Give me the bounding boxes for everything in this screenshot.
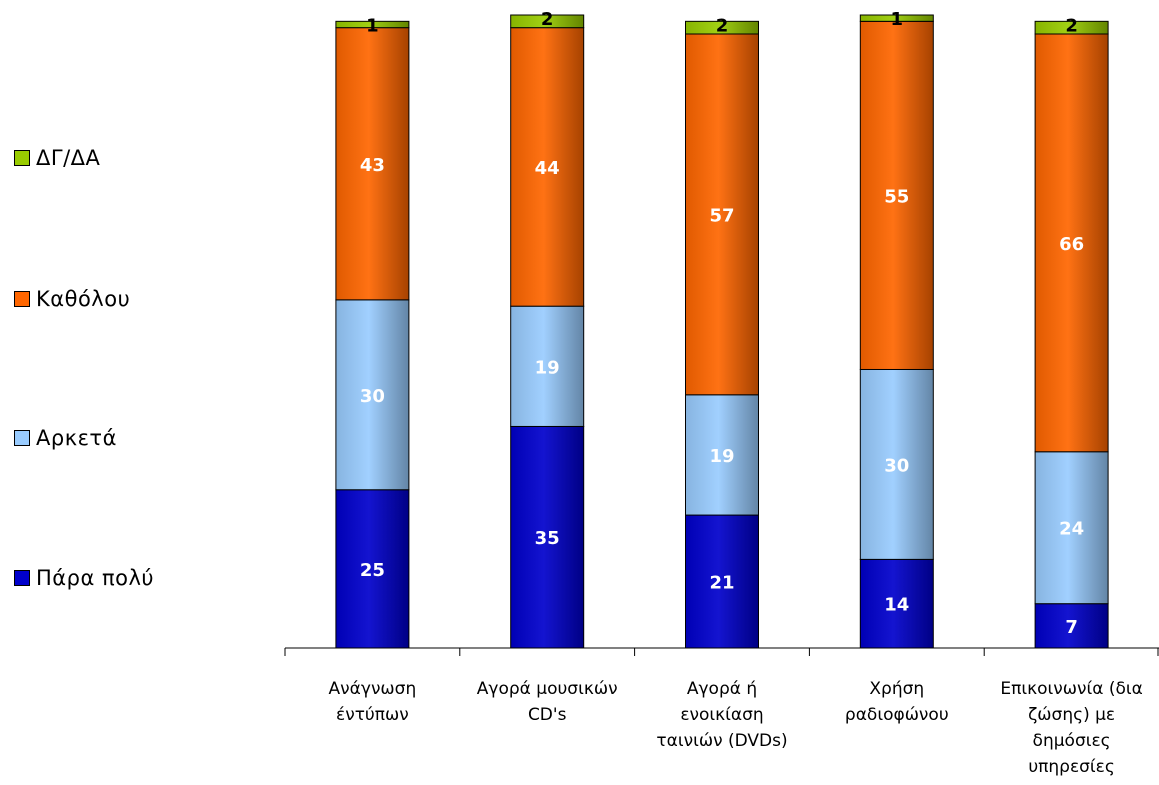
bar-segment	[685, 20, 759, 35]
data-label: 19	[709, 446, 734, 467]
legend-label: Καθόλου	[36, 287, 131, 311]
data-label: 2	[716, 15, 729, 36]
data-label: 24	[1059, 519, 1084, 540]
x-tick-label-line: CD's	[527, 705, 567, 725]
data-label: 2	[1065, 15, 1078, 36]
legend-label: Πάρα πολύ	[36, 566, 155, 590]
x-tick-label-line: Ανάγνωση	[328, 679, 417, 699]
data-label: 43	[360, 155, 385, 176]
data-label: 14	[884, 595, 909, 616]
x-tick-label-line: ενοικίαση	[680, 705, 764, 725]
bar-segment	[510, 425, 585, 649]
data-label: 19	[535, 357, 560, 378]
bar-stack: 35 19 44 2	[510, 9, 585, 649]
x-tick-label: Αγορά ή ενοικίαση ταινιών (DVDs)	[637, 676, 807, 754]
bar-segment	[685, 33, 759, 396]
legend-swatch	[14, 430, 30, 446]
data-label: 57	[709, 205, 734, 226]
bar-segment	[335, 489, 410, 649]
data-label: 21	[709, 573, 734, 594]
data-label: 55	[884, 186, 909, 207]
data-label: 2	[541, 9, 554, 30]
bar-segment	[1034, 33, 1109, 453]
bar-segment	[859, 20, 934, 370]
bars-group: 25 30 43 1 35 19 44 2 21 19 57 2 14 30 55 1 7 24 66 2	[335, 9, 1109, 649]
bar-segment	[510, 27, 585, 307]
x-tick-label: Αγορά μουσικών CD's	[462, 676, 632, 728]
bar-segment	[510, 14, 585, 29]
bar-segment	[335, 20, 410, 29]
bar-segment	[685, 514, 759, 649]
x-tick-label-line: Χρήση	[869, 679, 925, 699]
data-label: 25	[360, 560, 385, 581]
x-axis	[284, 647, 1159, 656]
bar-stack: 25 30 43 1	[335, 15, 410, 649]
x-tick-label-line: υπηρεσίες	[1028, 757, 1115, 777]
legend-item: ΔΓ/ΔΑ	[14, 146, 100, 170]
x-tick-label-line: ζώσης) με	[1028, 705, 1116, 725]
x-tick-label: Ανάγνωση έντύπων	[287, 676, 457, 728]
bar-segment	[1034, 603, 1109, 649]
x-tick-label-line: ραδιοφώνου	[844, 705, 949, 725]
data-label: 7	[1065, 617, 1078, 638]
x-tick-label-line: έντύπων	[336, 705, 409, 725]
x-tick-label-line: Επικοινωνία (δια	[1000, 679, 1143, 699]
data-label: 44	[535, 158, 560, 179]
x-tick-label-line: ταινιών (DVDs)	[656, 731, 788, 751]
x-tick-label: Χρήση ραδιοφώνου	[812, 676, 982, 728]
bar-segment	[1034, 451, 1109, 605]
x-tick-label: Επικοινωνία (δια ζώσης) με δημόσιες υπηρεσί…	[987, 676, 1157, 780]
data-label: 1	[891, 9, 904, 30]
legend-label: ΔΓ/ΔΑ	[36, 146, 101, 170]
x-tick-label-line: Αγορά ή	[686, 679, 758, 699]
legend-label: Αρκετά	[36, 426, 117, 450]
bar-segment	[859, 368, 934, 560]
legend-swatch	[14, 570, 30, 586]
data-label: 66	[1059, 234, 1084, 255]
legend-swatch	[14, 150, 30, 166]
data-label: 1	[366, 15, 379, 36]
legend-item: Αρκετά	[14, 426, 117, 450]
data-label: 35	[535, 528, 560, 549]
x-tick-label-line: Αγορά μουσικών	[476, 679, 618, 699]
bar-segment	[1034, 20, 1109, 35]
x-tick-label-line: δημόσιες	[1032, 731, 1111, 751]
bar-stack: 14 30 55 1	[859, 9, 934, 649]
legend-item: Καθόλου	[14, 287, 130, 311]
bar-segment	[859, 14, 934, 22]
legend-item: Πάρα πολύ	[14, 566, 154, 590]
legend-swatch	[14, 291, 30, 307]
data-label: 30	[884, 455, 909, 476]
data-label: 30	[360, 386, 385, 407]
bar-stack: 7 24 66 2	[1034, 15, 1109, 649]
bar-segment	[335, 299, 410, 491]
bar-stack: 21 19 57 2	[685, 15, 759, 649]
